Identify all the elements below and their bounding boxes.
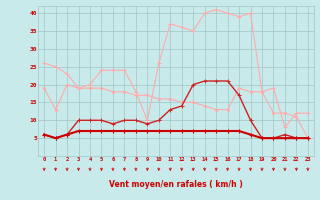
X-axis label: Vent moyen/en rafales ( km/h ): Vent moyen/en rafales ( km/h ) <box>109 180 243 189</box>
